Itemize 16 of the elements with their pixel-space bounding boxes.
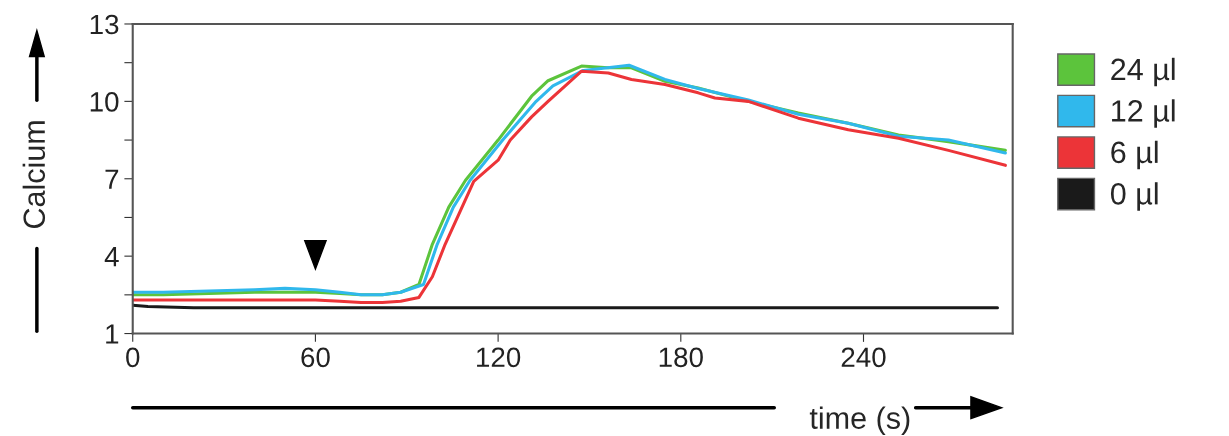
x-axis-title: time (s) — [809, 406, 910, 435]
y-axis-title: Calcium — [22, 121, 46, 229]
x-tick-label: 180 — [659, 347, 703, 368]
y-tick-label: 1 — [106, 324, 119, 344]
y-tick-label: 13 — [90, 14, 119, 35]
y-tick-label: 10 — [90, 92, 119, 112]
x-tick-label: 120 — [477, 347, 521, 368]
legend-label: 6 µl — [1111, 140, 1158, 170]
x-tick-label: 240 — [841, 347, 886, 368]
x-tick-label: 0 — [126, 347, 140, 368]
legend-label: 0 µl — [1110, 182, 1158, 211]
x-tick-label: 60 — [301, 347, 330, 368]
y-tick-label: 7 — [105, 169, 119, 189]
legend-label: 24 µl — [1111, 57, 1175, 87]
legend-label: 12 µl — [1112, 99, 1175, 128]
y-tick-label: 4 — [104, 247, 119, 267]
